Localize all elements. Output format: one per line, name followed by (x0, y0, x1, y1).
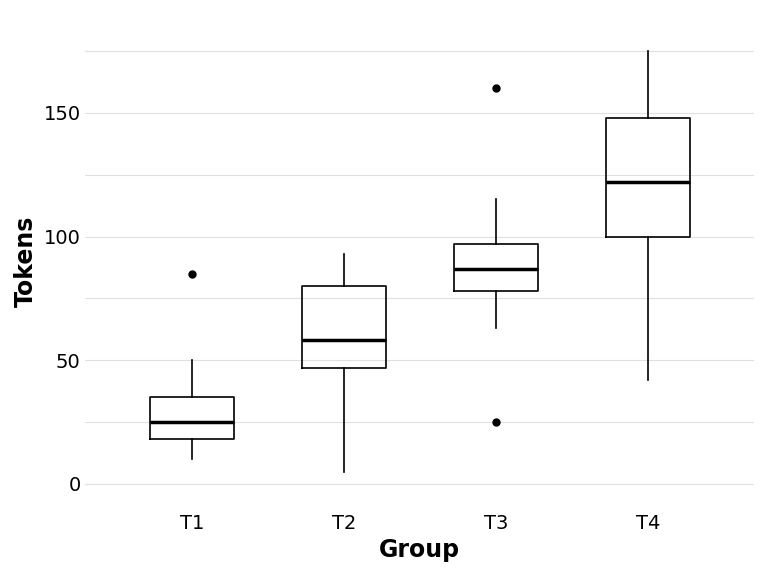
X-axis label: Group: Group (379, 538, 460, 562)
Y-axis label: Tokens: Tokens (14, 215, 38, 307)
